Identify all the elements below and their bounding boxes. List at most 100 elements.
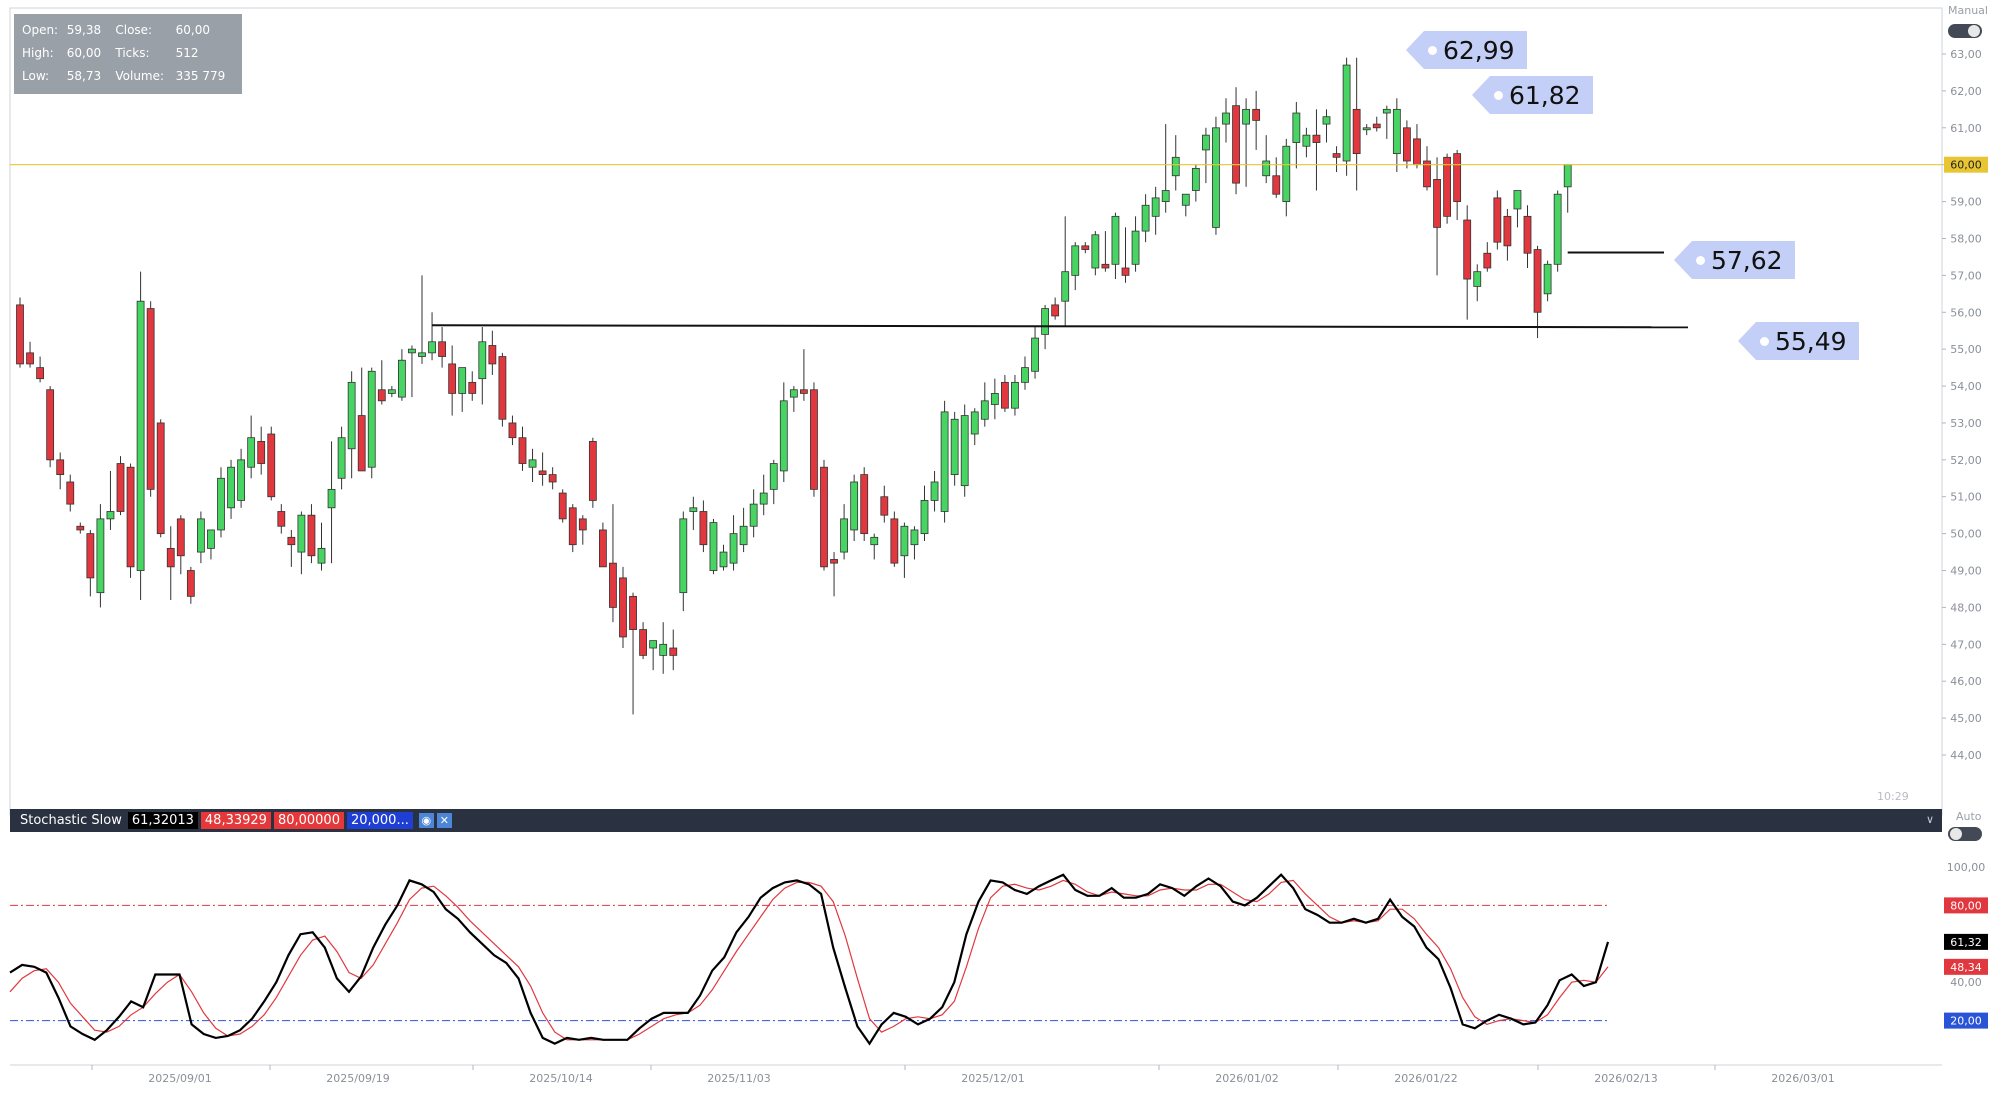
candle-body	[448, 363, 457, 394]
candle	[1292, 101, 1301, 169]
price-callout-62-99[interactable]: 62,99	[1406, 31, 1527, 69]
candle-body	[1453, 153, 1462, 202]
candle	[136, 271, 145, 601]
price-callout-55-49[interactable]: 55,49	[1738, 322, 1859, 360]
candle-body	[488, 345, 497, 365]
upper-level-chip: 80,00000	[273, 812, 344, 829]
candle-body	[1322, 116, 1331, 125]
price-tick-label: 53,00	[1950, 417, 1982, 430]
candle	[1433, 157, 1441, 276]
candle	[26, 341, 34, 368]
price-tick-label: 49,00	[1950, 565, 1982, 578]
candle	[196, 511, 205, 564]
candle	[1222, 98, 1230, 143]
candle	[1483, 242, 1492, 272]
callout-dot-icon	[1494, 90, 1503, 100]
candle-body	[1191, 167, 1200, 191]
date-axis: 2025/09/01 2025/09/19 2025/10/14 2025/11/03…	[10, 1064, 1942, 1085]
candle	[146, 301, 155, 497]
candle	[176, 515, 185, 575]
candle-body	[568, 507, 577, 546]
volume-label: Volume:	[115, 68, 165, 83]
candle-body	[237, 459, 246, 501]
candle	[1001, 374, 1009, 412]
candle-body	[217, 477, 225, 531]
price-chart[interactable]: 63,00 62,00 61,00 60,00 59,00 58,00 57,00 56,00…	[0, 0, 2002, 827]
candle-body	[910, 529, 919, 546]
manual-scale-toggle[interactable]	[1948, 24, 1982, 38]
candle-body	[1553, 193, 1562, 265]
candle	[1473, 264, 1482, 302]
auto-scale-toggle[interactable]	[1948, 827, 1982, 841]
candle-body	[227, 466, 235, 509]
candle	[156, 419, 165, 538]
callout-label: 57,62	[1711, 245, 1783, 275]
candle	[599, 522, 607, 568]
candle-body	[277, 511, 286, 527]
candle	[448, 345, 457, 416]
candle-body	[438, 341, 447, 357]
candle	[267, 426, 276, 501]
candle	[739, 507, 748, 553]
candle	[548, 467, 557, 490]
candle	[609, 504, 617, 623]
candle-body	[1252, 108, 1261, 121]
candle-body	[297, 514, 306, 553]
lower-level-label: 20,00	[1950, 1015, 1982, 1028]
candle	[769, 459, 778, 505]
price-tick-label: 52,00	[1950, 454, 1982, 467]
candle-body	[1523, 215, 1532, 254]
candle	[1312, 109, 1321, 191]
candle	[438, 327, 447, 368]
candle-body	[810, 389, 818, 490]
close-icon[interactable]: ✕	[436, 813, 452, 828]
candle	[538, 452, 547, 486]
volume-value: 335 779	[175, 68, 226, 83]
high-value: 60,00	[66, 45, 102, 60]
candle-body	[1493, 197, 1502, 243]
candle	[1403, 120, 1411, 169]
candle-body	[1001, 381, 1009, 409]
high-label: High:	[22, 45, 54, 60]
chevron-down-icon[interactable]: ∨	[1925, 813, 1934, 826]
candle-body	[307, 514, 316, 557]
candle	[1453, 149, 1462, 221]
eye-icon[interactable]: ◉	[418, 813, 434, 828]
candle	[1553, 190, 1562, 272]
candle-body	[36, 367, 44, 380]
candle-body	[1513, 190, 1522, 210]
callout-dot-icon	[1696, 255, 1705, 265]
candle-body	[1262, 160, 1271, 177]
candle	[588, 437, 597, 508]
candle-body	[699, 511, 708, 546]
candle-body	[1011, 381, 1019, 409]
candle	[397, 349, 406, 401]
candle	[1171, 135, 1180, 191]
d-current-label: 48,34	[1950, 961, 1982, 974]
candle	[820, 459, 828, 571]
candle	[840, 504, 848, 560]
candle	[1111, 212, 1120, 280]
candle	[1232, 87, 1240, 195]
price-callout-57-62[interactable]: 57,62	[1674, 241, 1795, 279]
candle-body	[357, 415, 366, 472]
candle	[367, 367, 376, 479]
candle-body	[719, 551, 728, 568]
candle	[759, 474, 768, 516]
price-tick-label: 63,00	[1950, 48, 1982, 61]
candle-body	[800, 389, 808, 394]
candle	[669, 629, 678, 671]
candle-body	[1272, 175, 1281, 195]
candle	[307, 504, 316, 564]
candle	[1091, 231, 1100, 276]
candle-body	[1282, 145, 1291, 202]
candle	[227, 459, 235, 519]
price-callout-61-82[interactable]: 61,82	[1472, 76, 1593, 114]
candle-body	[649, 640, 658, 649]
candle	[508, 415, 517, 446]
candle-body	[689, 507, 698, 512]
upper-level-badge	[1944, 897, 1988, 914]
candle-body	[1392, 108, 1401, 155]
